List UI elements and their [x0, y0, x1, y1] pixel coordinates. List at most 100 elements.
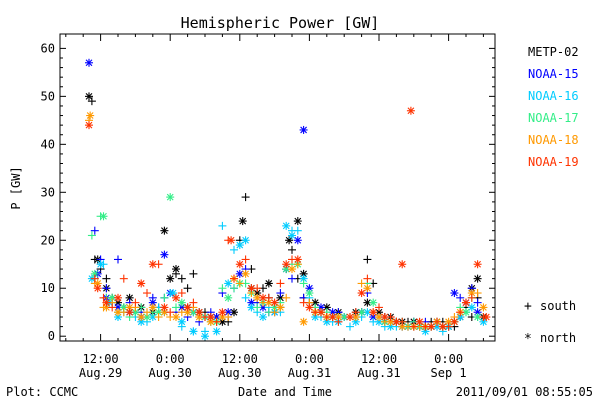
north-marker-stroke	[265, 280, 273, 287]
north-marker	[328, 313, 337, 322]
north-marker	[293, 255, 302, 264]
north-marker-stroke	[85, 59, 93, 67]
north-marker-stroke	[294, 236, 302, 244]
north-marker	[380, 313, 389, 322]
south-marker	[351, 308, 360, 317]
north-marker	[235, 241, 244, 250]
north-marker-stroke	[427, 323, 435, 330]
north-marker	[288, 265, 296, 274]
north-marker-stroke	[480, 304, 487, 311]
north-marker	[169, 289, 178, 298]
south-marker	[270, 308, 279, 317]
south-marker	[288, 245, 296, 254]
north-marker	[462, 298, 470, 307]
north-marker	[212, 327, 221, 336]
south-marker	[154, 313, 163, 322]
north-marker-stroke	[468, 304, 476, 311]
north-marker-stroke	[271, 304, 278, 311]
north-marker-stroke	[439, 323, 447, 330]
north-marker-stroke	[306, 289, 313, 297]
y-tick-label: 20	[41, 233, 55, 247]
north-marker-stroke	[375, 313, 383, 321]
north-marker-stroke	[195, 308, 203, 316]
north-marker	[114, 308, 122, 317]
north-marker-stroke	[346, 313, 354, 321]
south-marker	[253, 303, 262, 312]
data-points	[85, 58, 491, 341]
north-marker-stroke	[207, 318, 215, 326]
north-marker	[218, 308, 227, 317]
north-marker	[230, 308, 238, 317]
north-marker-stroke	[259, 304, 267, 311]
south-marker	[467, 293, 476, 302]
north-marker	[270, 298, 279, 307]
north-marker	[218, 313, 227, 322]
north-marker-stroke	[161, 308, 168, 316]
north-marker-stroke	[393, 318, 400, 326]
north-marker-stroke	[172, 265, 180, 273]
north-marker-stroke	[120, 304, 128, 311]
north-marker-stroke	[451, 289, 458, 297]
north-marker-stroke	[85, 121, 93, 129]
x-tick-date-label: Aug.31	[357, 366, 400, 380]
north-marker	[241, 269, 250, 278]
south-marker	[230, 245, 238, 254]
north-marker-stroke	[259, 313, 267, 321]
south-marker	[87, 231, 96, 240]
north-marker-stroke	[213, 328, 220, 335]
north-marker	[166, 274, 175, 283]
north-marker-stroke	[85, 92, 93, 100]
north-marker-stroke	[114, 294, 122, 302]
north-marker-stroke	[352, 318, 360, 326]
south-marker-symbol: +	[524, 299, 532, 314]
north-marker-stroke	[480, 318, 487, 326]
south-marker	[143, 308, 151, 317]
x-tick-label: 12:00	[222, 352, 258, 366]
north-marker	[125, 293, 134, 302]
north-marker-stroke	[277, 304, 284, 311]
north-marker-stroke	[317, 304, 325, 311]
north-marker-stroke	[190, 308, 197, 316]
x-tick-label: 0:00	[434, 352, 463, 366]
legend-entry: NOAA-18	[528, 133, 579, 147]
north-marker-stroke	[86, 112, 94, 119]
north-marker-stroke	[248, 299, 255, 307]
north-marker	[467, 303, 476, 312]
north-marker	[438, 322, 447, 331]
x-tick-date-label: Aug.30	[218, 366, 261, 380]
north-marker	[177, 298, 186, 307]
y-tick-label: 0	[48, 329, 55, 343]
north-marker-stroke	[306, 304, 313, 311]
north-marker	[264, 279, 273, 288]
north-marker-stroke	[242, 236, 249, 244]
north-marker	[201, 332, 209, 341]
north-marker-stroke	[103, 304, 110, 311]
north-marker-stroke	[285, 236, 293, 244]
south-marker	[102, 284, 111, 293]
plot-frame	[59, 33, 496, 342]
north-marker-stroke	[137, 280, 145, 287]
south-marker	[235, 279, 244, 288]
north-marker	[148, 303, 157, 312]
north-marker-stroke	[94, 284, 102, 292]
north-marker-stroke	[311, 299, 319, 307]
north-marker-stroke	[358, 289, 365, 297]
north-marker-stroke	[213, 313, 220, 321]
north-marker-stroke	[282, 222, 290, 230]
south-marker	[230, 274, 238, 283]
plot-credit: Plot: CCMC	[6, 385, 78, 399]
south-marker	[473, 298, 482, 307]
north-marker-stroke	[369, 299, 377, 307]
south-marker	[241, 193, 250, 202]
north-marker	[473, 260, 482, 269]
north-marker-label: north	[540, 331, 576, 345]
north-marker-stroke	[433, 323, 441, 330]
north-marker	[99, 212, 108, 221]
y-axis-label: P [GW]	[9, 166, 23, 209]
south-marker-label: south	[540, 299, 576, 313]
y-axis-ticks: 0 10 20 30 40 50 60	[41, 41, 495, 343]
north-marker-stroke	[126, 294, 133, 302]
north-marker	[160, 303, 169, 312]
north-marker-stroke	[294, 256, 302, 263]
south-marker	[357, 279, 366, 288]
